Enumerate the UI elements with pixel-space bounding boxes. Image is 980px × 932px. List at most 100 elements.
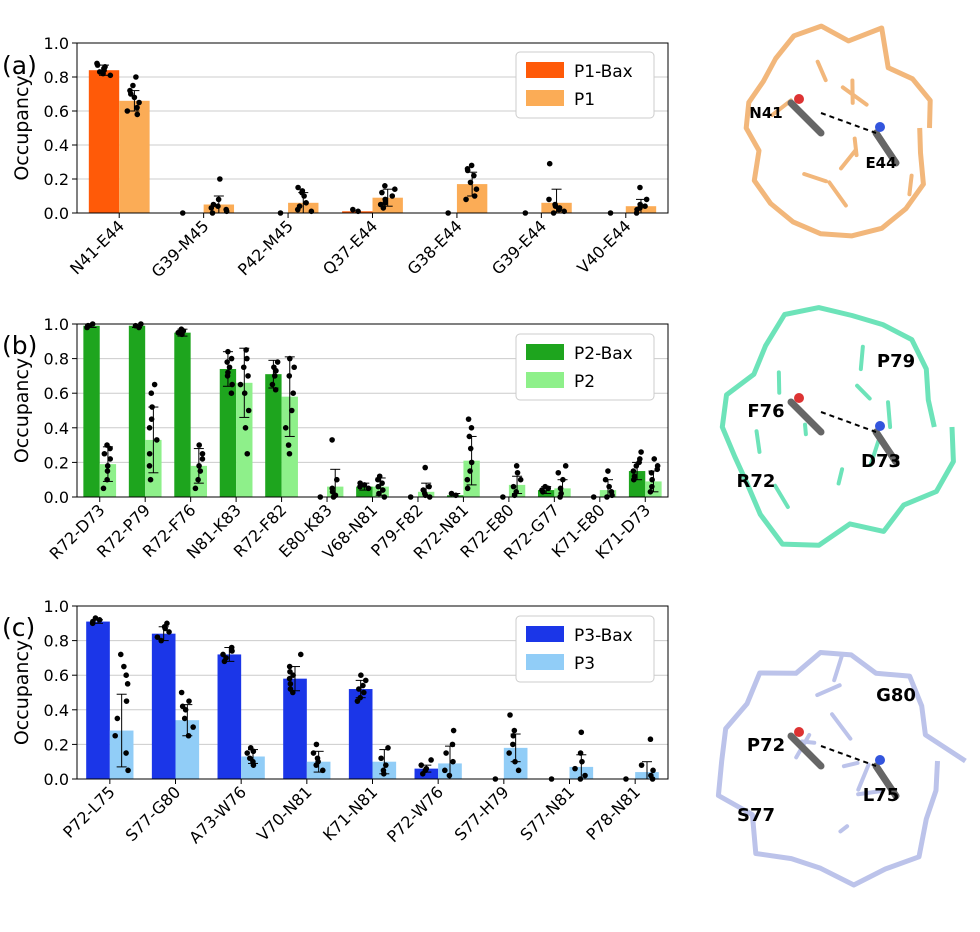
bar bbox=[283, 678, 307, 779]
data-point bbox=[123, 698, 130, 704]
data-point bbox=[360, 682, 366, 689]
data-point bbox=[241, 390, 248, 397]
data-point bbox=[556, 206, 562, 213]
data-point bbox=[154, 437, 160, 443]
data-point bbox=[510, 483, 517, 490]
data-point bbox=[196, 463, 202, 469]
residue-label: S77 bbox=[737, 805, 775, 826]
data-point bbox=[380, 487, 386, 493]
side-chain bbox=[838, 824, 850, 834]
side-chain bbox=[802, 172, 828, 184]
x-tick-label: V40-E44 bbox=[573, 216, 634, 277]
residue-label: N41 bbox=[749, 104, 782, 122]
data-point bbox=[638, 762, 645, 768]
data-point bbox=[375, 483, 382, 490]
oxygen-atom bbox=[794, 94, 804, 104]
panel-label: (a) bbox=[2, 51, 37, 80]
data-point bbox=[334, 476, 340, 483]
panel-a: (a) 0.0 0.2 0.4 0.6 0.8 1.0 Occupancy N41-E44 G39… bbox=[2, 23, 933, 281]
x-tick-label: G38-E44 bbox=[404, 216, 466, 278]
data-point bbox=[124, 108, 131, 114]
residue-label: G80 bbox=[876, 685, 916, 706]
residue-label: E44 bbox=[865, 154, 896, 172]
data-point bbox=[464, 485, 471, 492]
data-point bbox=[572, 765, 578, 772]
data-point bbox=[185, 732, 192, 739]
data-point bbox=[560, 476, 566, 483]
residue-label: L75 bbox=[863, 785, 900, 806]
y-tick-label: 0.2 bbox=[44, 735, 69, 754]
data-point bbox=[114, 715, 121, 722]
data-point bbox=[289, 689, 296, 696]
legend-label: P2-Bax bbox=[574, 344, 633, 364]
backbone-trace bbox=[715, 650, 967, 888]
data-point bbox=[179, 331, 185, 338]
data-point bbox=[467, 468, 473, 474]
data-point bbox=[295, 184, 301, 191]
data-point bbox=[642, 203, 648, 209]
data-point bbox=[282, 425, 289, 431]
y-tick-label: 1.0 bbox=[44, 315, 69, 334]
data-point bbox=[546, 196, 552, 203]
data-point bbox=[582, 772, 588, 779]
x-tick-label: P72-L75 bbox=[59, 782, 118, 841]
data-point bbox=[310, 750, 317, 756]
data-point bbox=[473, 186, 480, 192]
data-point bbox=[329, 437, 335, 443]
data-point bbox=[636, 459, 642, 466]
legend-swatch bbox=[526, 654, 564, 670]
legend: P1-Bax P1 bbox=[515, 51, 655, 119]
data-point bbox=[190, 724, 196, 730]
data-point bbox=[215, 196, 222, 203]
data-point bbox=[358, 672, 364, 678]
data-point bbox=[303, 200, 309, 206]
data-point bbox=[466, 433, 473, 440]
data-point bbox=[294, 206, 301, 213]
nitrogen-atom bbox=[875, 421, 885, 431]
data-point bbox=[107, 445, 113, 452]
data-point bbox=[217, 176, 223, 182]
data-point bbox=[101, 450, 108, 457]
data-point bbox=[630, 476, 637, 483]
side-chain bbox=[855, 383, 872, 401]
data-point bbox=[199, 456, 206, 462]
x-tick-label: G39-E44 bbox=[488, 216, 550, 278]
y-tick-label: 0.4 bbox=[44, 419, 69, 438]
legend-swatch bbox=[526, 372, 564, 388]
legend-label: P1 bbox=[574, 90, 595, 110]
data-point bbox=[507, 712, 513, 718]
data-point bbox=[643, 196, 650, 203]
data-point bbox=[134, 111, 141, 118]
bar bbox=[348, 689, 373, 779]
data-point bbox=[117, 651, 124, 658]
data-point bbox=[178, 689, 185, 696]
bar bbox=[128, 325, 146, 497]
data-point bbox=[362, 677, 369, 684]
data-point bbox=[638, 449, 644, 455]
highlighted-residue bbox=[872, 762, 900, 800]
data-point bbox=[123, 750, 129, 756]
y-tick-label: 0.0 bbox=[44, 204, 69, 223]
oxygen-atom bbox=[794, 727, 804, 737]
data-point bbox=[651, 456, 658, 462]
data-point bbox=[419, 771, 426, 777]
side-chain bbox=[799, 739, 817, 745]
data-point bbox=[471, 172, 477, 179]
data-point bbox=[148, 390, 155, 397]
data-point bbox=[224, 359, 230, 365]
legend: P3-Bax P3 bbox=[515, 615, 655, 683]
side-chain bbox=[886, 400, 893, 430]
data-point bbox=[515, 767, 522, 774]
data-point bbox=[506, 750, 512, 756]
data-point bbox=[130, 82, 136, 89]
data-point bbox=[104, 463, 111, 469]
data-point bbox=[250, 762, 257, 768]
data-point bbox=[147, 476, 154, 483]
y-tick-label: 0.8 bbox=[44, 68, 69, 87]
y-tick-label: 0.6 bbox=[44, 102, 69, 121]
side-chain bbox=[840, 85, 869, 107]
data-point bbox=[287, 681, 294, 687]
data-point bbox=[426, 483, 432, 490]
data-point bbox=[382, 183, 388, 189]
